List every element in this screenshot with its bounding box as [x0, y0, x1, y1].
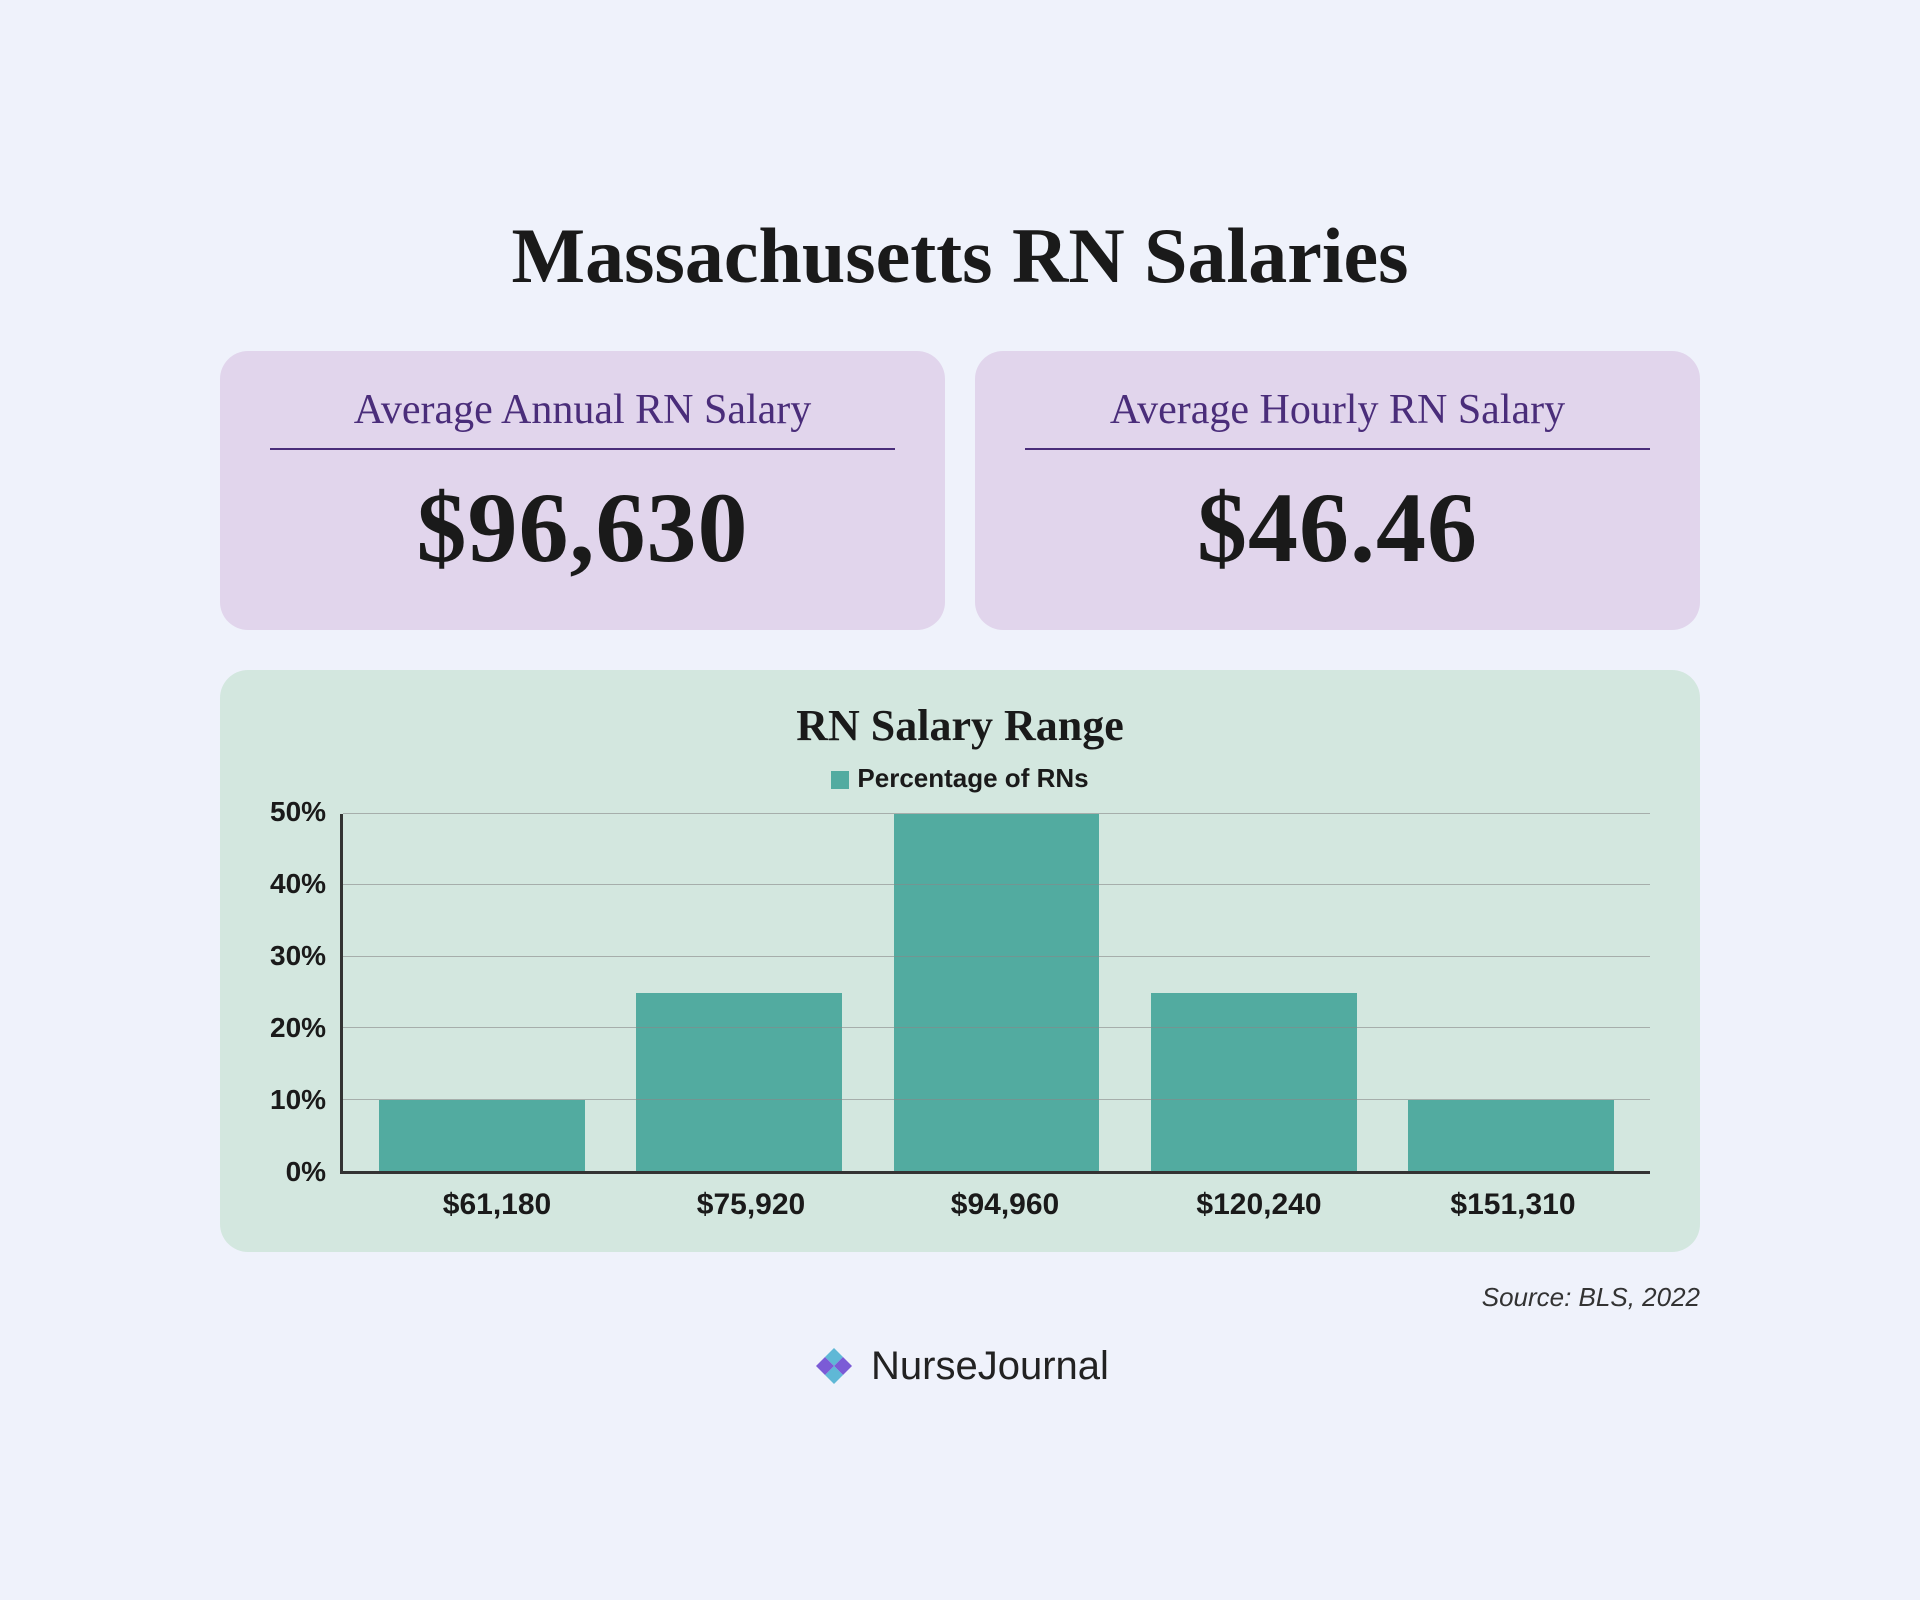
gridline [343, 1027, 1650, 1028]
gridline [343, 956, 1650, 957]
y-axis: 50%40%30%20%10%0% [270, 814, 340, 1174]
hourly-salary-card: Average Hourly RN Salary $46.46 [975, 351, 1700, 630]
annual-salary-card: Average Annual RN Salary $96,630 [220, 351, 945, 630]
bar [894, 814, 1100, 1171]
bar [1408, 1100, 1614, 1171]
chart-area: 50%40%30%20%10%0% [270, 814, 1650, 1174]
annual-card-label: Average Annual RN Salary [270, 386, 895, 450]
infographic-container: Massachusetts RN Salaries Average Annual… [160, 171, 1760, 1429]
chart-panel: RN Salary Range Percentage of RNs 50%40%… [220, 670, 1700, 1252]
x-tick-label: $120,240 [1157, 1188, 1360, 1222]
brand-logo-icon [811, 1343, 857, 1389]
legend-label: Percentage of RNs [857, 763, 1088, 793]
plot-area [340, 814, 1650, 1174]
x-axis: $61,180 $75,920 $94,960 $120,240 $151,310 [360, 1188, 1650, 1222]
page-title: Massachusetts RN Salaries [220, 211, 1700, 301]
x-tick-label: $75,920 [649, 1188, 852, 1222]
bar [379, 1100, 585, 1171]
gridline [343, 813, 1650, 814]
chart-legend: Percentage of RNs [270, 763, 1650, 794]
brand-name: NurseJournal [871, 1344, 1109, 1389]
summary-cards-row: Average Annual RN Salary $96,630 Average… [220, 351, 1700, 630]
x-tick-label: $61,180 [395, 1188, 598, 1222]
source-text: Source: BLS, 2022 [220, 1282, 1700, 1313]
legend-swatch [831, 771, 849, 789]
hourly-card-label: Average Hourly RN Salary [1025, 386, 1650, 450]
bar [1151, 993, 1357, 1172]
x-tick-label: $94,960 [903, 1188, 1106, 1222]
x-tick-label: $151,310 [1411, 1188, 1614, 1222]
bar [636, 993, 842, 1172]
hourly-card-value: $46.46 [1025, 470, 1650, 585]
bars-container [343, 814, 1650, 1171]
gridline [343, 1099, 1650, 1100]
annual-card-value: $96,630 [270, 470, 895, 585]
brand-footer: NurseJournal [220, 1343, 1700, 1389]
gridline [343, 884, 1650, 885]
chart-title: RN Salary Range [270, 700, 1650, 751]
